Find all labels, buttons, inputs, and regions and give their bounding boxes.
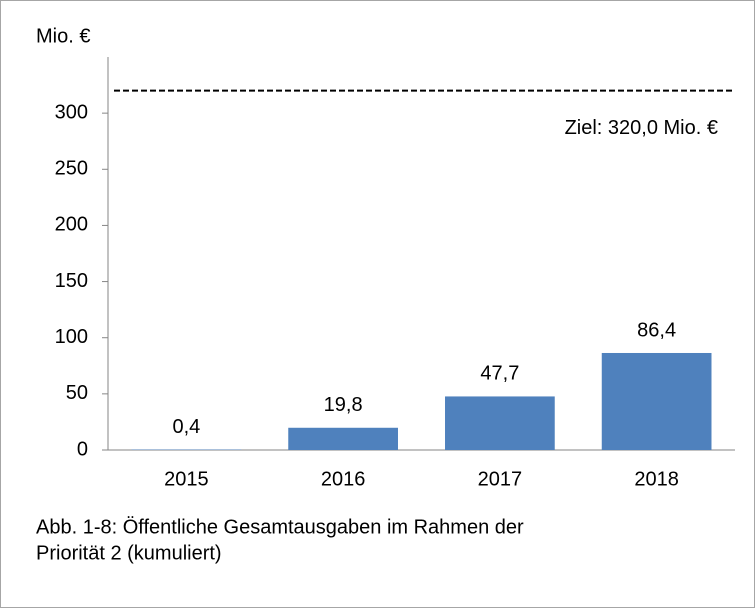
y-tick-label: 50 — [66, 382, 88, 404]
target-label: Ziel: 320,0 Mio. € — [565, 117, 718, 139]
y-tick-label: 150 — [55, 270, 88, 292]
value-label: 19,8 — [324, 394, 363, 416]
x-tick-label: 2017 — [478, 468, 523, 490]
bar — [445, 396, 555, 450]
bar — [601, 352, 712, 450]
x-tick-label: 2016 — [321, 468, 366, 490]
y-tick-label: 0 — [77, 438, 88, 460]
y-tick-label: 250 — [55, 158, 88, 180]
y-tick-label: 200 — [55, 214, 88, 236]
value-label: 86,4 — [637, 319, 676, 341]
y-tick-label: 300 — [55, 101, 88, 123]
x-tick-label: 2015 — [164, 468, 209, 490]
x-tick-label: 2018 — [634, 468, 679, 490]
value-label: 0,4 — [172, 416, 200, 438]
bar — [288, 427, 398, 450]
y-tick-label: 100 — [55, 326, 88, 348]
value-label: 47,7 — [480, 363, 519, 385]
y-axis-label: Mio. € — [36, 25, 90, 47]
caption: Priorität 2 (kumuliert) — [36, 542, 222, 564]
caption: Abb. 1-8: Öffentliche Gesamtausgaben im … — [36, 516, 524, 538]
